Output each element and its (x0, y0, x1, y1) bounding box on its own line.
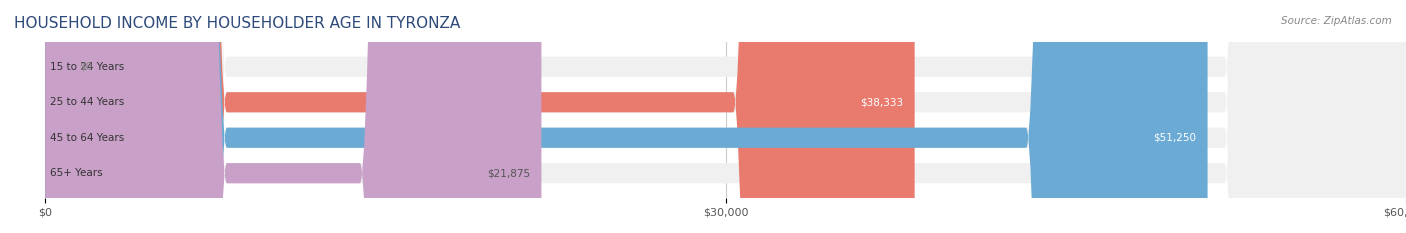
Text: 45 to 64 Years: 45 to 64 Years (49, 133, 124, 143)
FancyBboxPatch shape (45, 0, 1208, 233)
Text: HOUSEHOLD INCOME BY HOUSEHOLDER AGE IN TYRONZA: HOUSEHOLD INCOME BY HOUSEHOLDER AGE IN T… (14, 16, 460, 31)
Text: $38,333: $38,333 (860, 97, 903, 107)
FancyBboxPatch shape (45, 0, 1406, 233)
Text: 25 to 44 Years: 25 to 44 Years (49, 97, 124, 107)
Text: $0: $0 (79, 62, 93, 72)
Text: $51,250: $51,250 (1153, 133, 1197, 143)
FancyBboxPatch shape (45, 0, 1406, 233)
FancyBboxPatch shape (45, 0, 1406, 233)
Text: 65+ Years: 65+ Years (49, 168, 103, 178)
FancyBboxPatch shape (45, 0, 541, 233)
Text: $21,875: $21,875 (486, 168, 530, 178)
FancyBboxPatch shape (45, 0, 1406, 233)
FancyBboxPatch shape (45, 0, 915, 233)
Text: 15 to 24 Years: 15 to 24 Years (49, 62, 124, 72)
Text: Source: ZipAtlas.com: Source: ZipAtlas.com (1281, 16, 1392, 26)
